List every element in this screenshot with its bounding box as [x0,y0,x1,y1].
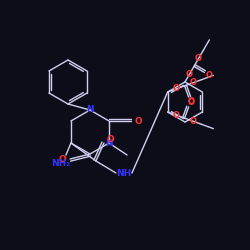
Text: O: O [106,134,114,143]
Text: N: N [86,106,94,114]
Text: O: O [187,97,194,106]
Text: O: O [186,70,193,79]
Text: O: O [173,84,180,94]
Text: O: O [187,98,194,107]
Text: O: O [190,117,196,126]
Text: O: O [58,154,66,164]
Text: O: O [173,110,180,120]
Text: O: O [195,54,202,63]
Text: NH₂: NH₂ [51,158,70,168]
Text: N: N [105,138,113,147]
Text: NH: NH [116,168,132,177]
Text: O: O [206,71,213,80]
Text: O: O [134,116,142,126]
Text: O: O [190,78,196,87]
